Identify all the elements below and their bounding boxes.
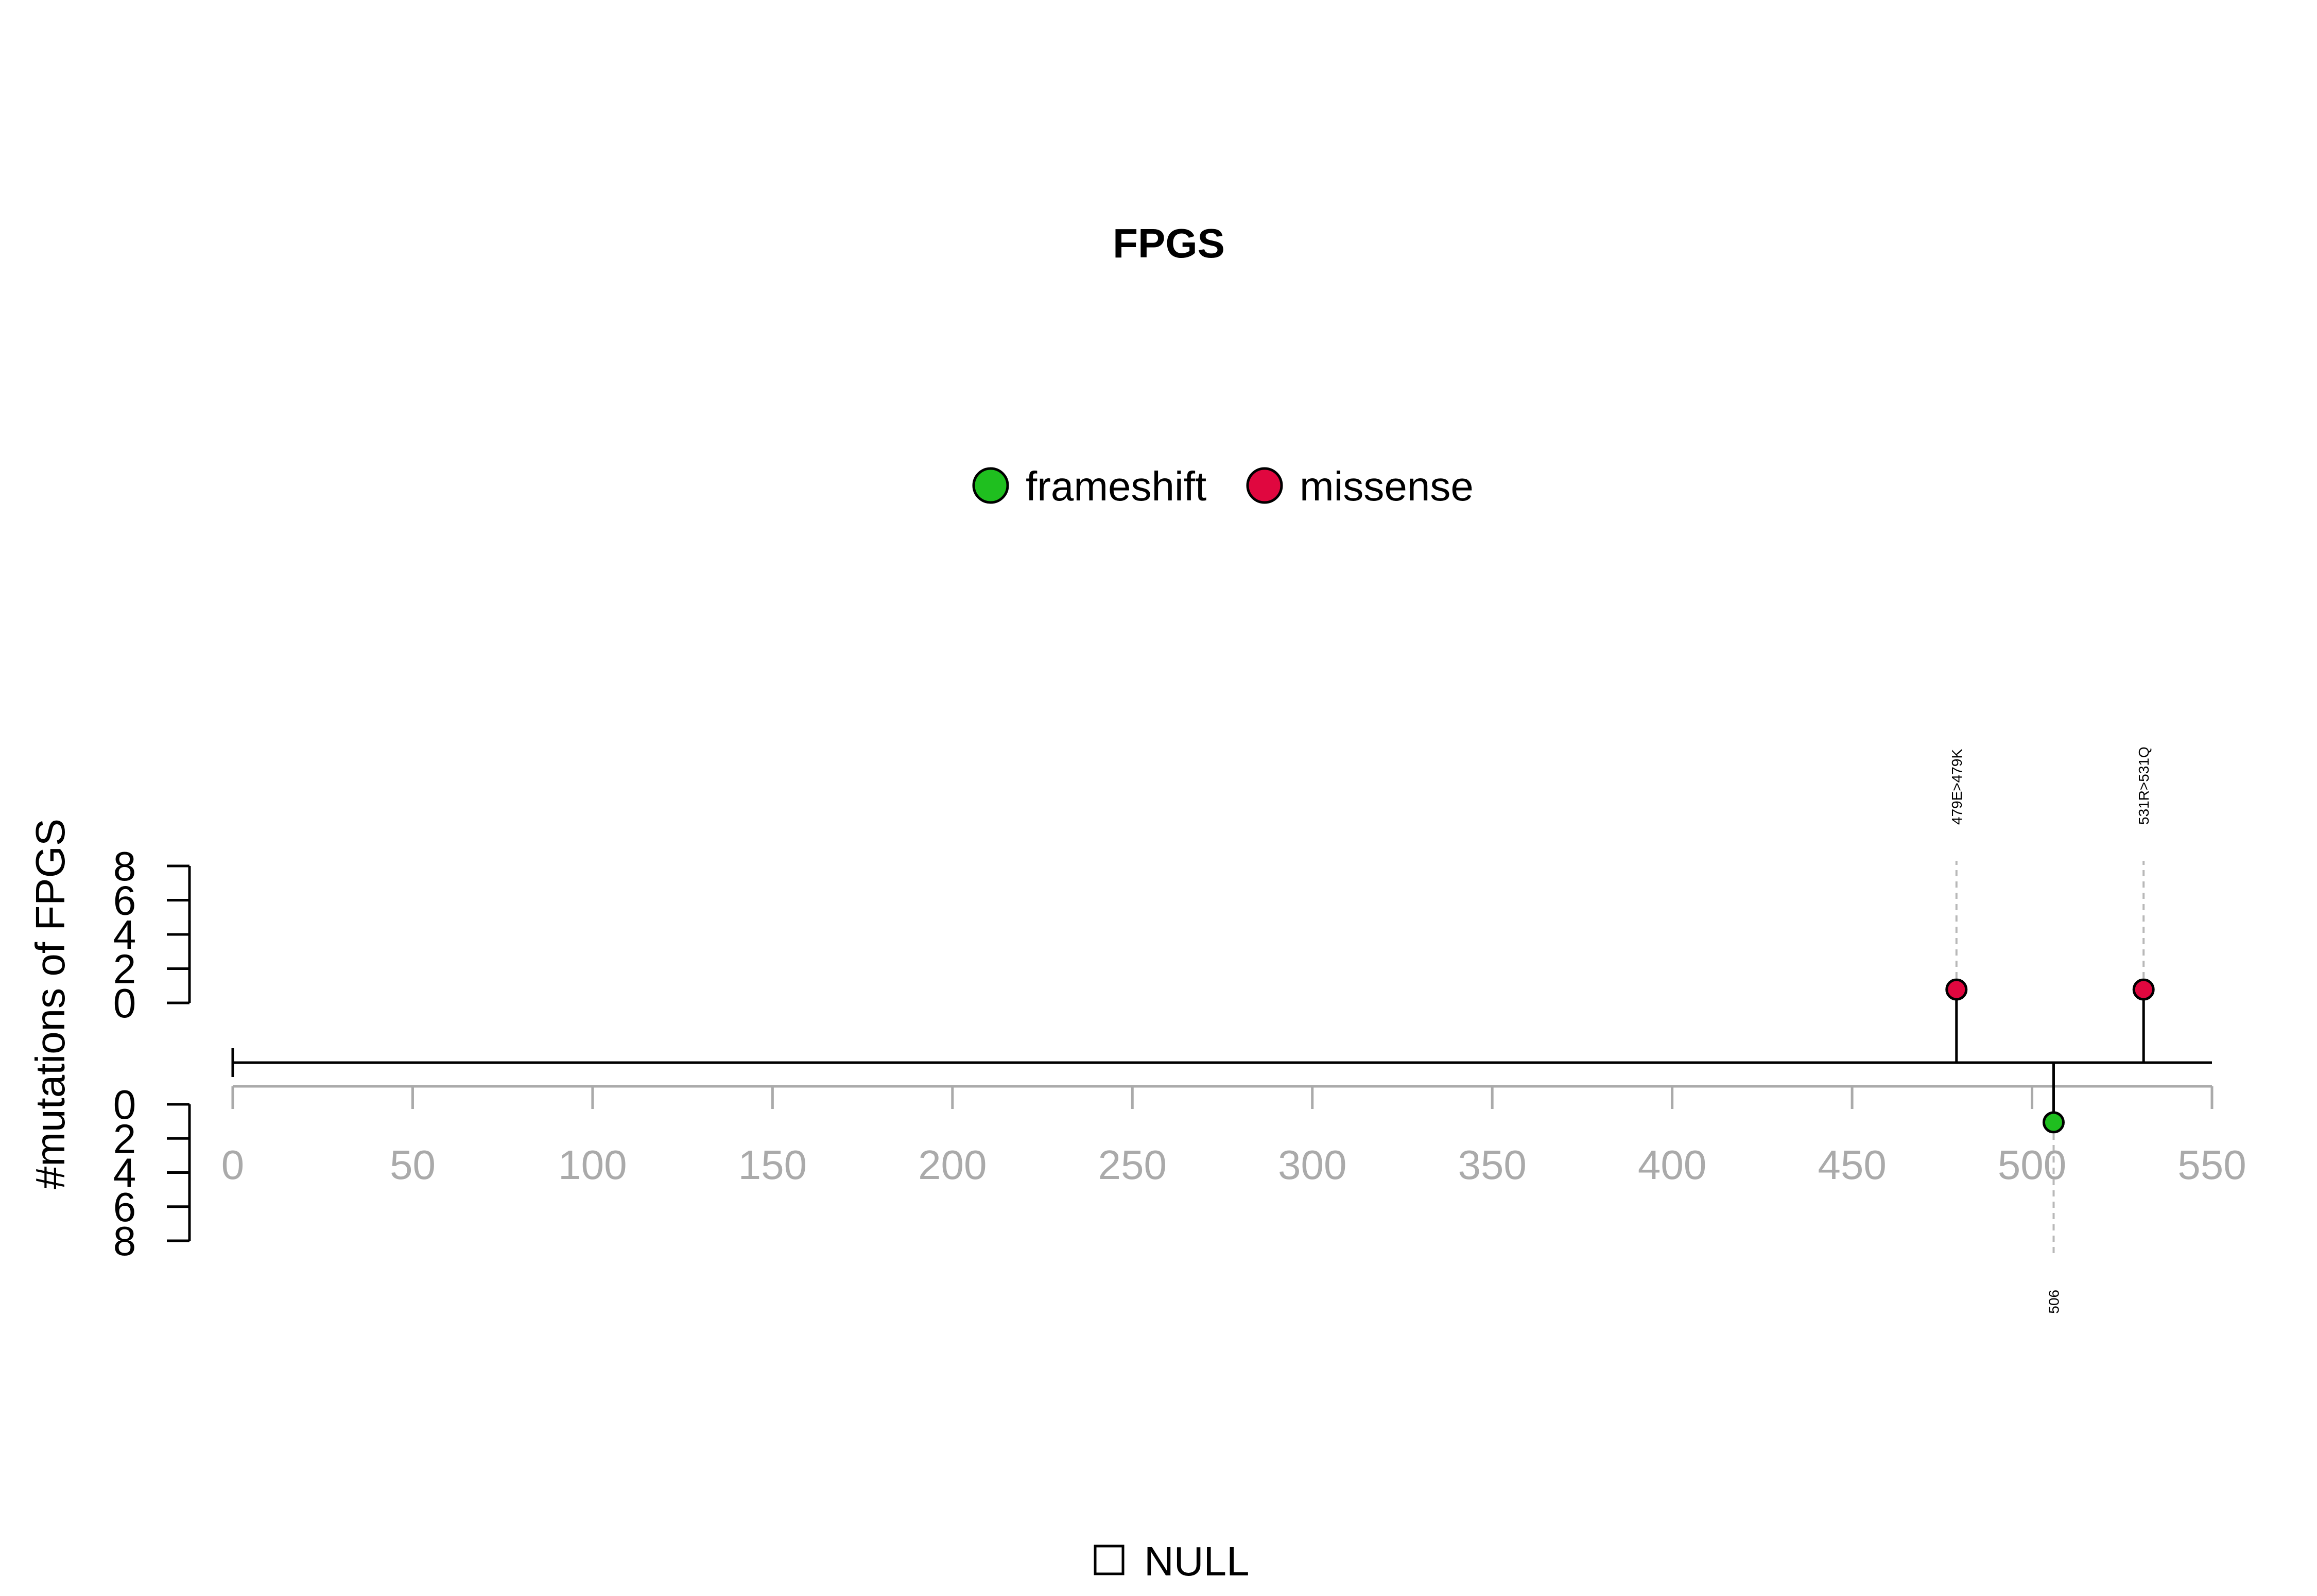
- mutation-label: 506: [2046, 1290, 2062, 1314]
- mutation-point: [1945, 978, 1968, 1001]
- y-tick-label: 8: [113, 843, 136, 889]
- y-tick-label: 4: [113, 1150, 136, 1196]
- y-tick-label: 6: [113, 878, 136, 924]
- domain-legend: NULL: [1094, 1538, 1250, 1584]
- mutation-506: 506: [2042, 1063, 2065, 1314]
- legend-frameshift-label: frameshift: [1026, 463, 1206, 509]
- x-tick-label: 100: [558, 1142, 627, 1188]
- mutation-479e-479k: 479E>479K: [1945, 749, 1968, 1063]
- y-tick-label: 2: [113, 946, 136, 992]
- y-tick-label: 0: [113, 980, 136, 1026]
- mutation-label: 479E>479K: [1949, 749, 1965, 825]
- x-tick-label: 0: [221, 1142, 245, 1188]
- x-tick-label: 400: [1638, 1142, 1706, 1188]
- mutation-531r-531q: 531R>531Q: [2132, 747, 2155, 1063]
- x-tick-label: 300: [1278, 1142, 1346, 1188]
- mutations: 479E>479K 531R>531Q 506: [1945, 747, 2155, 1314]
- y-tick-label: 6: [113, 1184, 136, 1230]
- domain-legend-swatch: [1094, 1545, 1125, 1575]
- x-tick-label: 250: [1098, 1142, 1167, 1188]
- y-axis-label: #mutations of FPGS: [27, 819, 73, 1189]
- y-tick-label: 4: [113, 912, 136, 958]
- legend-missense-label: missense: [1300, 463, 1474, 509]
- legend-frameshift-marker: [972, 467, 1009, 504]
- y-tick-label: 2: [113, 1116, 136, 1161]
- x-tick-label: 450: [1818, 1142, 1886, 1188]
- mutation-label: 531R>531Q: [2136, 747, 2152, 825]
- chart-title: FPGS: [1113, 220, 1225, 266]
- x-tick-label: 500: [1998, 1142, 2066, 1188]
- x-tick-label: 350: [1458, 1142, 1526, 1188]
- mutation-point: [2132, 978, 2155, 1001]
- x-tick-label: 150: [738, 1142, 807, 1188]
- mutation-point: [2042, 1111, 2065, 1134]
- legend-missense-marker: [1246, 467, 1283, 504]
- y-tick-label: 8: [113, 1218, 136, 1264]
- domain-legend-label: NULL: [1144, 1538, 1250, 1584]
- legend: frameshift missense: [972, 463, 1474, 509]
- x-tick-label: 550: [2177, 1142, 2246, 1188]
- x-tick-label: 50: [390, 1142, 436, 1188]
- x-tick-label: 200: [918, 1142, 987, 1188]
- x-axis: 0 50 100 150 200 250 300 350 400 450 500 550: [221, 1085, 2246, 1188]
- y-tick-label: 0: [113, 1082, 136, 1127]
